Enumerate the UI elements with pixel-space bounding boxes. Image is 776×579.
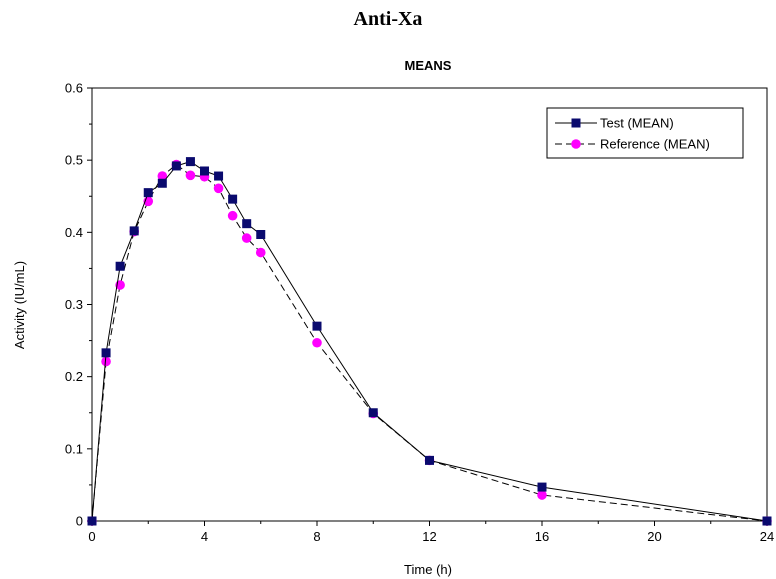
y-tick-label: 0.6 bbox=[65, 81, 83, 96]
data-point bbox=[157, 171, 168, 181]
data-point bbox=[87, 516, 97, 526]
y-tick-label: 0 bbox=[76, 514, 83, 529]
data-point bbox=[185, 170, 196, 181]
x-tick-label: 24 bbox=[760, 529, 774, 544]
data-point bbox=[200, 166, 209, 176]
x-axis-label: Time (h) bbox=[404, 562, 452, 577]
data-point bbox=[425, 455, 434, 465]
data-point bbox=[101, 356, 111, 367]
data-point bbox=[185, 157, 195, 167]
data-point bbox=[255, 247, 266, 258]
x-tick-label: 20 bbox=[647, 529, 661, 544]
data-point bbox=[115, 261, 125, 271]
data-point bbox=[242, 219, 252, 229]
y-tick-label: 0.4 bbox=[65, 225, 83, 240]
y-tick-label: 0.5 bbox=[65, 153, 83, 168]
series-test bbox=[87, 157, 772, 526]
data-point bbox=[101, 348, 111, 358]
data-point bbox=[227, 210, 238, 221]
legend-label: Reference (MEAN) bbox=[600, 137, 710, 152]
data-point bbox=[537, 490, 547, 500]
data-point bbox=[762, 516, 772, 526]
series-line bbox=[91, 163, 768, 522]
x-tick-label: 0 bbox=[88, 529, 95, 544]
data-point bbox=[213, 183, 224, 194]
data-point bbox=[157, 178, 167, 188]
data-point bbox=[228, 194, 238, 204]
chart-title: Anti-Xa bbox=[353, 8, 423, 30]
data-point bbox=[312, 337, 322, 348]
data-point bbox=[241, 233, 252, 243]
legend-marker bbox=[571, 139, 581, 149]
series-line bbox=[91, 161, 768, 522]
x-tick-label: 8 bbox=[313, 529, 320, 544]
axes: 0 0.1 0.2 0.3 0.4 0.5 0.6 0 4 8 12 16 20 24 bbox=[65, 81, 774, 545]
y-tick-label: 0.3 bbox=[65, 297, 83, 312]
legend-marker bbox=[571, 118, 581, 128]
x-tick-label: 16 bbox=[535, 529, 549, 544]
series-reference bbox=[87, 159, 772, 526]
legend-label: Test (MEAN) bbox=[600, 116, 674, 131]
data-point bbox=[312, 321, 322, 331]
legend: Test (MEAN) Reference (MEAN) bbox=[546, 107, 744, 159]
y-tick-label: 0.1 bbox=[65, 441, 83, 456]
data-point bbox=[143, 188, 153, 198]
data-point bbox=[129, 226, 139, 236]
series-layer bbox=[87, 157, 772, 526]
data-point bbox=[256, 229, 266, 239]
y-axis-label: Activity (IU/mL) bbox=[12, 261, 27, 349]
data-point bbox=[171, 161, 181, 171]
data-point bbox=[368, 408, 378, 418]
x-tick-label: 4 bbox=[201, 529, 208, 544]
y-tick-label: 0.2 bbox=[65, 369, 83, 384]
legend-box bbox=[546, 107, 744, 159]
data-point bbox=[214, 171, 224, 181]
data-point bbox=[537, 482, 547, 492]
x-tick-label: 12 bbox=[422, 529, 436, 544]
chart-subtitle: MEANS bbox=[405, 58, 452, 73]
